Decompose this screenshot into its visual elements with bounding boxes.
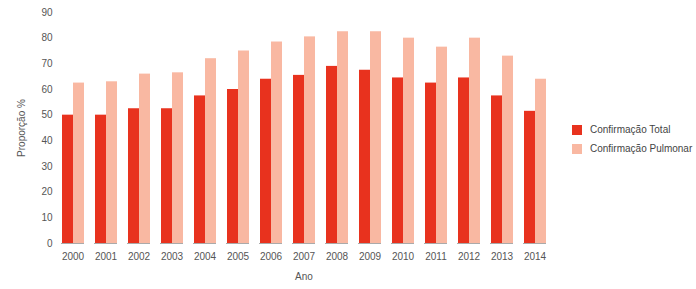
svg-text:2002: 2002 <box>128 251 151 262</box>
svg-text:80: 80 <box>41 32 53 43</box>
svg-text:2000: 2000 <box>62 251 85 262</box>
html-text:Confirmação Total: Confirmação Total <box>590 124 671 135</box>
svg-text:2003: 2003 <box>161 251 184 262</box>
svg-text:2007: 2007 <box>293 251 316 262</box>
svg-text:2012: 2012 <box>458 251 481 262</box>
svg-text:2001: 2001 <box>95 251 118 262</box>
svg-text:60: 60 <box>41 84 53 95</box>
svg-text:2009: 2009 <box>359 251 382 262</box>
svg-text:2013: 2013 <box>491 251 514 262</box>
svg-text:2006: 2006 <box>260 251 283 262</box>
svg-text:40: 40 <box>41 135 53 146</box>
svg-text:2008: 2008 <box>326 251 349 262</box>
svg-text:2014: 2014 <box>524 251 547 262</box>
svg-text:2005: 2005 <box>227 251 250 262</box>
svg-text:50: 50 <box>41 109 53 120</box>
svg-text:10: 10 <box>41 212 53 223</box>
svg-text:2011: 2011 <box>425 251 447 262</box>
svg-text:30: 30 <box>41 161 53 172</box>
svg-text:2010: 2010 <box>392 251 415 262</box>
svg-text:20: 20 <box>41 186 53 197</box>
svg-text:90: 90 <box>41 7 53 18</box>
svg-text:70: 70 <box>41 58 53 69</box>
html-text:Confirmação Pulmonar: Confirmação Pulmonar <box>590 143 693 154</box>
svg-text:2004: 2004 <box>194 251 217 262</box>
svg-text:Proporção %: Proporção % <box>16 99 27 157</box>
svg-text:Ano: Ano <box>295 271 313 282</box>
svg-text:0: 0 <box>47 238 53 249</box>
